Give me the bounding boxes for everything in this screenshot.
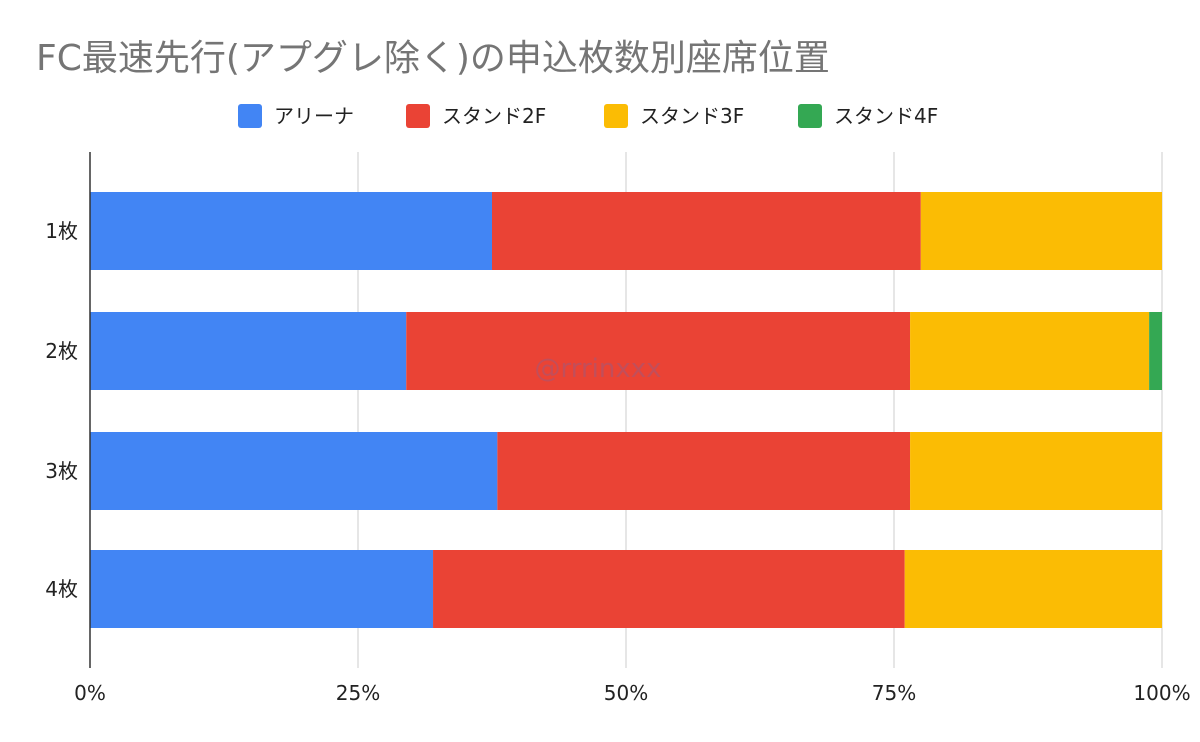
x-axis-ticks: 0% 25% 50% 75% 100% [74, 681, 1190, 705]
x-tick-label: 50% [604, 681, 648, 705]
legend-label: スタンド2F [442, 104, 546, 128]
legend-swatch [798, 104, 822, 128]
y-axis-ticks: 1枚 2枚 3枚 4枚 [45, 219, 78, 601]
legend-item: スタンド3F [604, 104, 744, 128]
legend-label: アリーナ [274, 104, 354, 128]
y-tick-label: 3枚 [45, 459, 78, 483]
y-tick-label: 1枚 [45, 219, 78, 243]
legend-item: スタンド4F [798, 104, 938, 128]
legend-label: スタンド4F [834, 104, 938, 128]
y-tick-label: 2枚 [45, 339, 78, 363]
bar-segment [90, 312, 407, 390]
bars [90, 192, 1162, 628]
legend-swatch [604, 104, 628, 128]
bar-segment [497, 432, 911, 510]
legend-swatch [238, 104, 262, 128]
x-tick-label: 0% [74, 681, 106, 705]
x-tick-label: 25% [336, 681, 380, 705]
bar-segment [90, 192, 492, 270]
y-tick-label: 4枚 [45, 577, 78, 601]
bar-segment [920, 192, 1162, 270]
x-tick-label: 100% [1133, 681, 1190, 705]
legend: アリーナ スタンド2F スタンド3F スタンド4F [238, 104, 938, 128]
bar-segment [90, 550, 434, 628]
bar-segment [492, 192, 921, 270]
bar-segment [910, 312, 1150, 390]
legend-swatch [406, 104, 430, 128]
bar-segment [406, 312, 911, 390]
legend-label: スタンド3F [640, 104, 744, 128]
chart-title: FC最速先行(アプグレ除く)の申込枚数別座席位置 [36, 38, 830, 79]
bar-segment [1149, 312, 1162, 390]
legend-item: アリーナ [238, 104, 354, 128]
legend-item: スタンド2F [406, 104, 546, 128]
bar-segment [90, 432, 498, 510]
bar-segment [433, 550, 905, 628]
bar-segment [904, 550, 1162, 628]
bar-segment [910, 432, 1162, 510]
watermark: @rrrinxxx [534, 354, 661, 384]
x-tick-label: 75% [872, 681, 916, 705]
